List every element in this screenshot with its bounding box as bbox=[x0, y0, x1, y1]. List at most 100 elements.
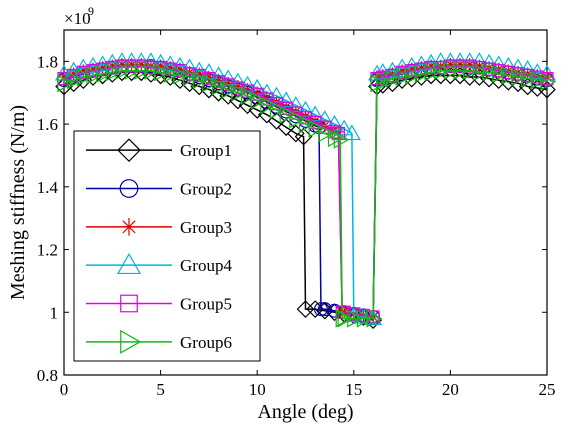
data-point-group6 bbox=[356, 309, 373, 328]
data-point-group6 bbox=[453, 61, 470, 80]
data-point-group1 bbox=[190, 77, 209, 96]
data-point-group3 bbox=[115, 58, 129, 71]
data-point-group4 bbox=[342, 124, 361, 141]
data-point-group3 bbox=[154, 59, 167, 73]
data-point-group3 bbox=[231, 80, 245, 93]
legend-label: Group1 bbox=[180, 141, 232, 160]
data-point-group3 bbox=[105, 59, 119, 73]
y-exponent-base: ×10 bbox=[64, 9, 91, 28]
legend-item: Group3 bbox=[86, 218, 232, 237]
legend-marker bbox=[120, 218, 138, 236]
legend-box bbox=[73, 130, 261, 362]
data-point-group3 bbox=[192, 67, 206, 81]
data-point-group3 bbox=[415, 61, 428, 75]
x-tick-label: 0 bbox=[60, 380, 69, 399]
data-point-group3 bbox=[173, 62, 187, 76]
data-point-group6 bbox=[260, 96, 277, 115]
y-tick-label: 1.8 bbox=[37, 52, 58, 71]
data-point-group6 bbox=[434, 61, 450, 80]
data-point-group6 bbox=[269, 100, 286, 120]
series-group6 bbox=[57, 61, 557, 328]
data-point-group6 bbox=[385, 69, 402, 88]
data-point-group6 bbox=[250, 91, 267, 110]
data-point-group6 bbox=[492, 64, 508, 83]
data-point-group3 bbox=[86, 62, 100, 76]
x-tick-label: 15 bbox=[345, 380, 362, 399]
data-point-group3 bbox=[424, 59, 438, 73]
data-point-group2 bbox=[313, 302, 328, 317]
data-point-group3 bbox=[405, 62, 419, 76]
data-point-group6 bbox=[335, 309, 352, 328]
data-point-group6 bbox=[405, 66, 421, 85]
data-point-group6 bbox=[318, 124, 335, 143]
x-tick-label: 25 bbox=[539, 380, 556, 399]
data-point-group1 bbox=[267, 112, 286, 130]
data-point-group6 bbox=[154, 63, 170, 82]
data-point-group6 bbox=[134, 61, 151, 80]
data-point-group6 bbox=[337, 309, 354, 328]
data-point-group6 bbox=[279, 105, 296, 124]
legend-item: Group4 bbox=[86, 252, 232, 275]
data-point-group6 bbox=[240, 86, 257, 105]
data-point-group6 bbox=[57, 74, 74, 93]
data-point-group3 bbox=[241, 83, 254, 96]
legend-label: Group3 bbox=[180, 218, 232, 237]
data-point-group6 bbox=[333, 130, 350, 149]
data-point-group1 bbox=[219, 87, 238, 105]
data-point-group6 bbox=[105, 63, 122, 82]
data-point-group3 bbox=[57, 70, 71, 84]
data-point-group3 bbox=[202, 70, 216, 84]
data-point-group6 bbox=[298, 115, 315, 134]
data-point-group6 bbox=[501, 66, 518, 85]
data-point-group3 bbox=[76, 64, 90, 78]
data-point-group6 bbox=[192, 71, 209, 90]
data-point-group3 bbox=[125, 58, 139, 71]
data-point-group6 bbox=[289, 110, 306, 129]
legend-marker bbox=[119, 179, 139, 198]
data-point-group6 bbox=[463, 61, 479, 80]
y-tick-label: 1.6 bbox=[37, 115, 58, 134]
x-tick-label: 20 bbox=[442, 380, 459, 399]
data-point-group3 bbox=[463, 58, 477, 71]
series-line-group5 bbox=[63, 65, 548, 318]
data-point-group6 bbox=[414, 64, 431, 83]
data-point-group6 bbox=[530, 71, 547, 90]
data-point-group6 bbox=[482, 63, 499, 82]
legend-label: Group4 bbox=[180, 256, 232, 275]
data-point-group3 bbox=[67, 67, 81, 81]
y-tick-label: 0.8 bbox=[37, 366, 58, 385]
legend-item: Group5 bbox=[86, 295, 232, 314]
data-point-group1 bbox=[180, 74, 199, 93]
data-point-group6 bbox=[540, 72, 557, 91]
data-point-group6 bbox=[472, 63, 489, 82]
legend-marker bbox=[120, 294, 138, 313]
data-point-group1 bbox=[296, 300, 315, 318]
data-point-group6 bbox=[202, 74, 219, 93]
data-point-group6 bbox=[173, 66, 190, 85]
x-tick-label: 10 bbox=[249, 380, 266, 399]
y-tick-label: 1 bbox=[50, 303, 59, 322]
data-point-group3 bbox=[250, 86, 264, 100]
data-point-group6 bbox=[366, 309, 383, 328]
y-exponent-power: 9 bbox=[88, 4, 94, 18]
data-point-group1 bbox=[209, 83, 228, 102]
data-point-group6 bbox=[370, 74, 387, 93]
data-point-group6 bbox=[511, 68, 528, 87]
legend-label: Group2 bbox=[180, 180, 232, 199]
legend-item: Group2 bbox=[86, 179, 232, 199]
y-axis-label: Meshing stiffness (N/m) bbox=[7, 105, 29, 300]
data-point-group6 bbox=[424, 63, 441, 82]
data-point-group1 bbox=[460, 68, 479, 86]
data-point-group2 bbox=[317, 302, 332, 317]
data-point-group1 bbox=[538, 80, 556, 99]
data-point-group3 bbox=[212, 73, 225, 87]
data-point-group6 bbox=[96, 64, 112, 83]
data-point-group6 bbox=[163, 64, 180, 83]
data-point-group6 bbox=[221, 80, 238, 99]
data-point-group6 bbox=[67, 71, 83, 90]
data-point-group3 bbox=[453, 58, 467, 71]
data-point-group6 bbox=[231, 83, 248, 102]
data-point-group6 bbox=[376, 72, 392, 91]
data-point-group6 bbox=[115, 61, 132, 80]
